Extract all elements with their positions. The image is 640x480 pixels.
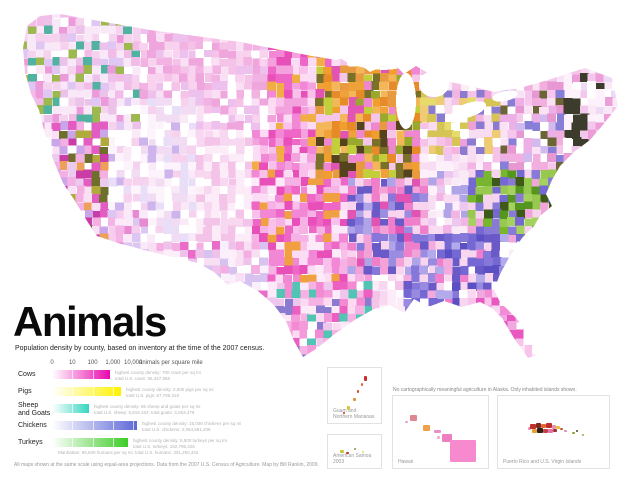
island-shape (572, 432, 575, 434)
island-shape (405, 421, 408, 423)
inset-label-guam: Guam and Northern Marianas (333, 407, 375, 420)
legend-footnote: Manhattan: 66,940 humans per sq mi; tota… (58, 450, 199, 455)
inset-label-puerto-rico: Puerto Rico and U.S. Virgin Islands (503, 458, 582, 465)
inset-puerto-rico-usvi: Puerto Rico and U.S. Virgin Islands (497, 395, 610, 469)
island-shape (361, 383, 363, 386)
tick-label-1000: 1,000 (105, 360, 121, 366)
island-shape (530, 424, 536, 429)
legend-desc-cows: highest county density: 700 cows per sq … (115, 370, 201, 381)
island-shape (576, 430, 578, 432)
page-subtitle: Population density by county, based on i… (15, 345, 265, 352)
island-shape (556, 426, 560, 429)
island-shape (357, 390, 359, 393)
legend-label-pigs: Pigs (18, 388, 32, 395)
island-shape (560, 428, 563, 430)
island-shape (582, 434, 584, 436)
alaska-note: No cartographically meaningful agricultu… (393, 387, 577, 393)
island-shape (354, 448, 356, 450)
page-title: Animals (13, 298, 167, 345)
legend-desc-chickens: highest county density: 15,000 chickens … (142, 421, 242, 432)
island-shape (410, 415, 417, 421)
tick-label-10000: 10,000 (124, 360, 143, 366)
island-shape (548, 429, 553, 433)
legend-bar-cows (52, 370, 110, 379)
us-choropleth-map (23, 14, 618, 358)
tick-label-10: 10 (68, 360, 76, 366)
island-shape (536, 423, 541, 428)
legend-label-turkeys: Turkeys (18, 439, 43, 446)
island-shape (450, 440, 476, 462)
island-shape (541, 424, 546, 428)
island-shape (543, 429, 548, 433)
inset-american-samoa: American Samoa 2003 (327, 434, 382, 469)
legend-bar-pigs (52, 387, 121, 396)
footer-credit: All maps shown at the same scale using e… (14, 462, 319, 468)
tick-label-0: 0 (50, 360, 54, 366)
island-shape (437, 436, 440, 439)
island-shape (434, 430, 441, 433)
island-shape (537, 428, 543, 433)
legend-desc-pigs: highest county density: 2,500 pigs per s… (126, 387, 214, 398)
island-shape (553, 429, 557, 432)
legend-desc-turkeys: highest county density: 5,500 turkeys pe… (133, 438, 227, 449)
inset-label-american-samoa: American Samoa 2003 (333, 452, 372, 465)
legend-label-chickens: Chickens (18, 422, 47, 429)
island-shape (552, 425, 556, 429)
island-shape (364, 376, 367, 381)
legend-bar-sheep-goats (52, 404, 89, 413)
island-shape (564, 430, 567, 432)
island-shape (532, 429, 537, 433)
island-shape (546, 423, 552, 428)
island-shape (362, 451, 364, 453)
island-shape (343, 412, 345, 414)
inset-guam-northern-marianas: Guam and Northern Marianas (327, 367, 382, 424)
island-shape (353, 398, 356, 401)
legend-bar-turkeys (52, 438, 128, 447)
island-shape (347, 406, 350, 410)
island-shape (340, 450, 344, 453)
inset-label-hawaii: Hawaii (398, 458, 414, 465)
tick-label-100: 100 (87, 360, 98, 366)
island-shape (423, 425, 430, 431)
legend-label-cows: Cows (18, 371, 36, 378)
legend-bar-chickens (52, 421, 137, 430)
scale-unit-label: animals per square mile (139, 360, 203, 366)
legend-desc-sheep-goats: highest county density: 65 sheep and goa… (94, 404, 201, 415)
legend-label-sheep-goats: Sheep and Goats (18, 402, 51, 417)
island-shape (528, 427, 531, 430)
island-shape (346, 452, 349, 454)
island-shape (442, 434, 452, 442)
inset-hawaii: Hawaii (392, 395, 489, 469)
